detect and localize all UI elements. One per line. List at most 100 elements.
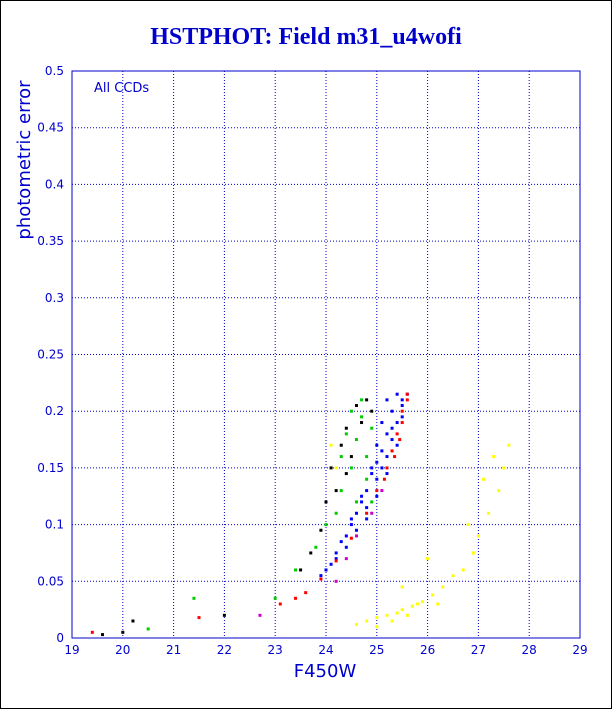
data-point [334, 579, 338, 583]
y-tick-label: 0.3 [45, 291, 64, 305]
y-tick-label: 0.25 [37, 348, 64, 362]
y-tick-label: 0.2 [45, 404, 64, 418]
data-point [90, 630, 94, 634]
data-point [471, 551, 475, 555]
data-point [349, 536, 353, 540]
x-tick-label: 23 [268, 643, 283, 657]
data-point [507, 443, 511, 447]
data-point [405, 613, 409, 617]
data-point [370, 426, 374, 430]
x-tick-label: 25 [369, 643, 384, 657]
data-point [365, 398, 369, 402]
data-point [334, 489, 338, 493]
data-point [385, 432, 389, 436]
data-point [192, 596, 196, 600]
data-point [344, 545, 348, 549]
data-point [360, 415, 364, 419]
data-point [476, 534, 480, 538]
data-point [400, 585, 404, 589]
data-point [400, 409, 404, 413]
data-point [385, 472, 389, 476]
data-point [400, 421, 404, 425]
data-point [390, 619, 394, 623]
data-point [466, 523, 470, 527]
data-point [309, 551, 313, 555]
data-point [400, 404, 404, 408]
chart-title: HSTPHOT: Field m31_u4wofi [150, 24, 462, 50]
data-point [365, 506, 369, 510]
data-point [502, 466, 506, 470]
tick-labels: 19 20 21 22 23 24 25 26 27 28 29 0 0.05 0.1 0.15 0.2 0.2… [37, 64, 587, 657]
data-point [481, 477, 485, 481]
data-point [385, 398, 389, 402]
data-point [431, 593, 435, 597]
data-point [319, 577, 323, 581]
x-tick-label: 28 [522, 643, 537, 657]
data-point [349, 466, 353, 470]
data-point [334, 557, 338, 561]
data-point [400, 608, 404, 612]
data-point [375, 443, 379, 447]
data-point [349, 523, 353, 527]
data-point [492, 455, 496, 459]
data-point [100, 633, 104, 637]
y-tick-label: 0.05 [37, 574, 64, 588]
data-point [329, 443, 333, 447]
all-ccds-annotation: All CCDs [94, 81, 149, 96]
data-point [400, 415, 404, 419]
data-point [390, 409, 394, 413]
data-point [375, 460, 379, 464]
data-point [360, 500, 364, 504]
data-point [294, 596, 298, 600]
x-tick-label: 21 [166, 643, 181, 657]
data-point [339, 489, 343, 493]
data-point [354, 534, 358, 538]
data-point [441, 585, 445, 589]
data-point [354, 500, 358, 504]
data-point [354, 622, 358, 626]
data-point [497, 489, 501, 493]
y-tick-label: 0.45 [37, 121, 64, 135]
y-tick-label: 0.5 [45, 64, 64, 78]
data-point [370, 466, 374, 470]
data-point [258, 613, 262, 617]
data-point [360, 398, 364, 402]
data-point [400, 398, 404, 402]
data-point [334, 551, 338, 555]
data-point [222, 613, 226, 617]
data-point [380, 421, 384, 425]
data-point [349, 517, 353, 521]
data-point [304, 591, 308, 595]
x-tick-label: 19 [64, 643, 79, 657]
data-point [354, 511, 358, 515]
data-point [451, 574, 455, 578]
data-point [398, 438, 402, 442]
data-point [375, 489, 379, 493]
data-point [324, 523, 328, 527]
data-point [365, 517, 369, 521]
data-point [354, 404, 358, 408]
data-point [121, 630, 125, 634]
y-tick-label: 0.15 [37, 461, 64, 475]
data-point [349, 409, 353, 413]
x-tick-label: 20 [115, 643, 130, 657]
data-point [344, 557, 348, 561]
data-point [324, 568, 328, 572]
data-point [370, 511, 374, 515]
data-point [354, 438, 358, 442]
data-point [370, 500, 374, 504]
data-point [329, 466, 333, 470]
data-point [349, 455, 353, 459]
data-point [339, 455, 343, 459]
data-points [90, 392, 511, 637]
data-point [370, 409, 374, 413]
data-point [334, 511, 338, 515]
data-point [365, 489, 369, 493]
data-point [375, 616, 379, 620]
data-point [375, 477, 379, 481]
data-point [344, 426, 348, 430]
data-point [273, 596, 277, 600]
data-point [415, 602, 419, 606]
data-point [319, 574, 323, 578]
